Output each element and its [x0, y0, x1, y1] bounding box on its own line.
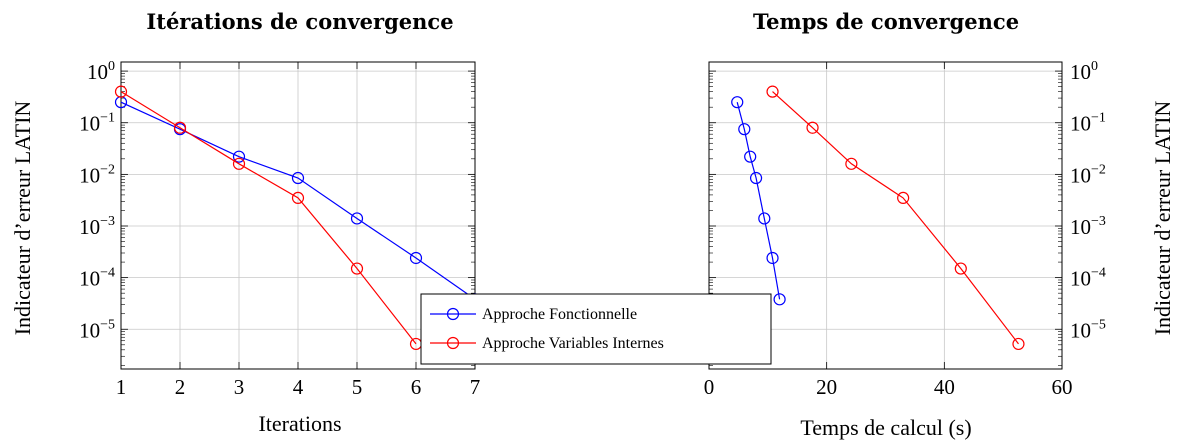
series-line: [772, 91, 1019, 345]
series-line: [120, 91, 417, 345]
x-axis-label-time: Temps de calcul (s): [800, 415, 971, 440]
data-point: [773, 293, 786, 306]
data-point: [1012, 337, 1025, 351]
chart-title-time: Temps de convergence: [753, 9, 1019, 34]
data-point: [749, 171, 763, 185]
y-axis-label-right: Indicateur d’erreur LATIN: [1150, 101, 1175, 336]
y-tick-label: 10−1: [1070, 111, 1106, 136]
data-point: [766, 251, 779, 265]
y-tick-label: 100: [1070, 59, 1098, 84]
y-axis-label-left: Indicateur d’erreur LATIN: [10, 101, 35, 336]
x-tick-label: 2: [175, 375, 186, 399]
x-tick-label: 60: [1052, 375, 1073, 399]
y-tick-label: 100: [87, 59, 115, 84]
legend-marker-variables-internes: [446, 336, 460, 350]
data-point: [766, 85, 779, 98]
series-iterations-0: [114, 96, 482, 306]
legend-marker-fonctionnelle: [446, 307, 460, 321]
legend-label-fonctionnelle: Approche Fonctionnelle: [482, 306, 637, 323]
data-point: [291, 191, 305, 205]
data-point: [173, 121, 187, 134]
data-point: [409, 251, 423, 265]
plot-frame-iterations: [120, 61, 476, 370]
y-tick-label: 10−2: [79, 162, 115, 187]
series-line: [736, 102, 781, 300]
y-tick-label: 10−3: [1070, 214, 1106, 239]
data-point: [232, 157, 246, 170]
y-tick-label: 10−4: [79, 266, 115, 291]
legend-label-variables-internes: Approche Variables Internes: [482, 335, 664, 352]
plot-frame-time: [708, 61, 1063, 370]
x-tick-label: 6: [411, 375, 422, 399]
plot-iterations: 1 2 3 4 5 6 7 100 10−1 10−2 10−3 10−4 10−5: [79, 59, 482, 399]
data-point: [232, 150, 246, 163]
y-tick-label: 10−3: [79, 214, 115, 239]
y-tick-label: 10−4: [1070, 266, 1106, 291]
x-tick-label: 7: [470, 375, 481, 399]
data-point: [954, 262, 967, 275]
series-line: [120, 101, 476, 300]
data-point: [350, 212, 364, 225]
y-tick-label: 10−5: [79, 317, 115, 342]
x-tick-label: 3: [234, 375, 245, 399]
data-point: [744, 150, 757, 163]
x-tick-label: 5: [352, 375, 363, 399]
legend-box: [420, 293, 772, 365]
data-point: [350, 262, 364, 275]
plot-time: 0 20 40 60 100 10−1 10−2 10−3 10−4 10−5: [704, 59, 1106, 399]
series-time-0: [731, 96, 786, 306]
y-tick-label: 10−1: [79, 111, 115, 136]
x-tick-label: 0: [704, 375, 715, 399]
x-axis-label-iterations: Iterations: [258, 411, 341, 436]
data-point: [845, 157, 858, 170]
y-tick-label: 10−2: [1070, 162, 1106, 187]
data-point: [114, 85, 128, 98]
series-iterations-1: [114, 85, 423, 351]
data-point: [897, 191, 910, 205]
chart-title-iterations: Itérations de convergence: [146, 9, 453, 34]
data-point: [738, 123, 751, 136]
grid-iterations: [120, 62, 476, 369]
y-tick-label: 10−5: [1070, 317, 1106, 342]
x-tick-label: 1: [116, 375, 127, 399]
data-point: [758, 212, 771, 225]
data-point: [731, 96, 744, 109]
x-tick-label: 4: [293, 375, 304, 399]
x-tick-label: 40: [934, 375, 955, 399]
data-point: [291, 171, 305, 185]
x-tick-label: 20: [816, 375, 837, 399]
legend: Approche Fonctionnelle Approche Variable…: [420, 293, 772, 365]
series-time-1: [766, 85, 1025, 351]
data-point: [806, 121, 819, 134]
